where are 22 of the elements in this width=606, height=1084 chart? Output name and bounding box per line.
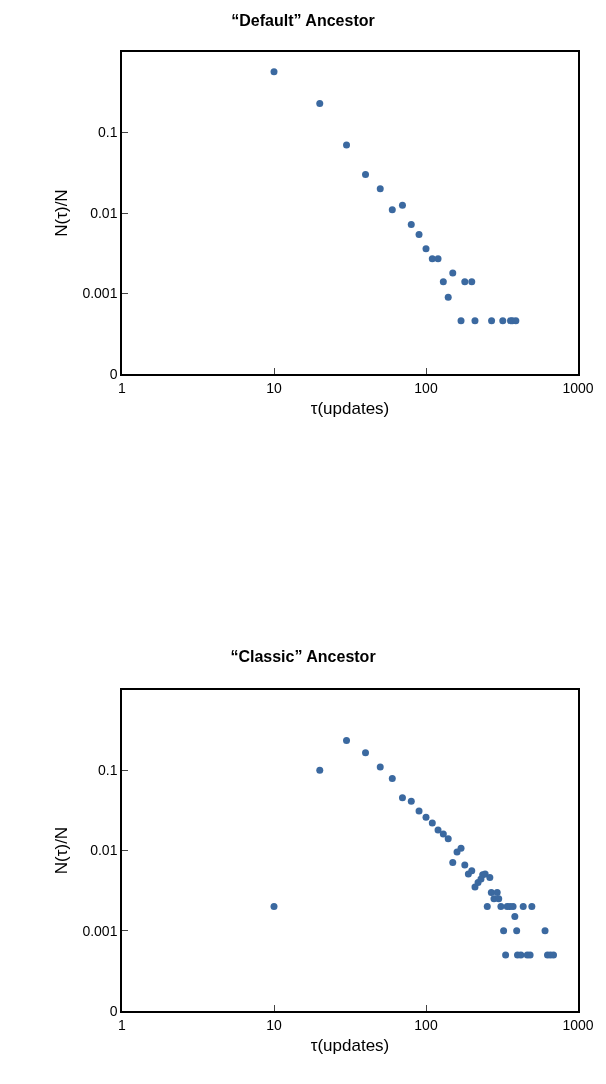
chart-title: “Classic” Ancestor: [230, 647, 376, 665]
y-tick-label: 0.001: [82, 285, 118, 302]
y-tick-label: 0: [109, 365, 118, 382]
x-tick-label: 1: [118, 1016, 127, 1033]
x-tick-label: 100: [414, 1016, 438, 1033]
chart-title: “Default” Ancestor: [231, 11, 375, 29]
y-tick-label: 0.01: [90, 842, 118, 859]
y-tick-label: 0.1: [97, 762, 118, 779]
x-axis-title: τ(updates): [310, 399, 390, 419]
y-axis-title: N(τ)/N: [52, 189, 72, 237]
x-tick-label: 100: [414, 379, 438, 396]
x-tick-label: 10: [266, 379, 282, 396]
y-axis-title: N(τ)/N: [52, 826, 72, 875]
y-tick-label: 0: [109, 1002, 118, 1019]
x-tick-label: 1: [118, 379, 127, 396]
y-tick-label: 0.001: [82, 922, 118, 939]
x-tick-label: 1000: [562, 1016, 594, 1033]
x-tick-label: 1000: [562, 379, 594, 396]
y-tick-label: 0.1: [97, 124, 118, 141]
x-axis-title: τ(updates): [310, 1036, 390, 1056]
x-tick-label: 10: [266, 1016, 282, 1033]
y-tick-label: 0.01: [90, 204, 118, 221]
